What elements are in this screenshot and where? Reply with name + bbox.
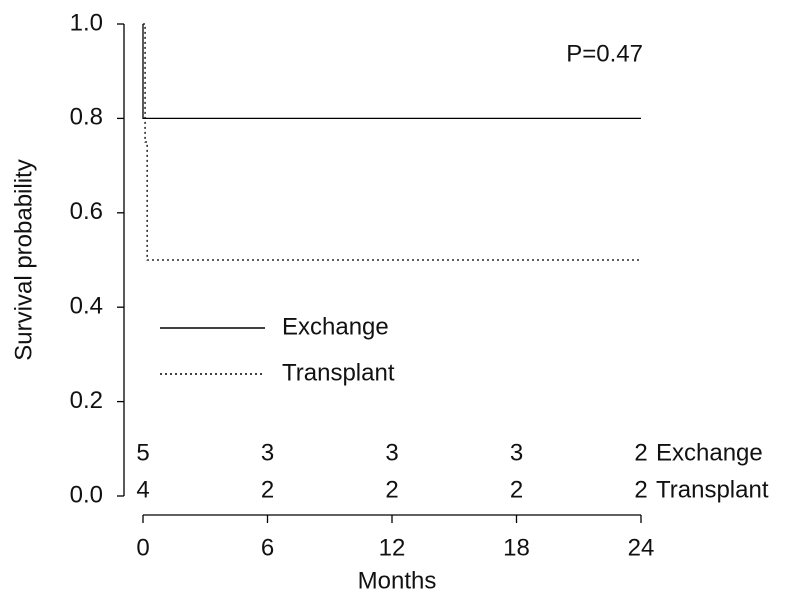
x-axis-title: Months <box>358 567 437 594</box>
x-tick-label: 6 <box>261 534 274 561</box>
y-tick-label: 0.6 <box>70 198 103 225</box>
at-risk-count: 2 <box>510 476 523 503</box>
legend-label: Transplant <box>282 359 395 386</box>
at-risk-count: 2 <box>634 476 647 503</box>
at-risk-label: Transplant <box>656 476 769 503</box>
at-risk-count: 3 <box>510 439 523 466</box>
x-tick-label: 24 <box>628 534 655 561</box>
legend-label: Exchange <box>282 313 389 340</box>
at-risk-count: 4 <box>136 476 149 503</box>
x-tick-label: 12 <box>379 534 406 561</box>
at-risk-label: Exchange <box>656 439 763 466</box>
y-tick-label: 0.2 <box>70 387 103 414</box>
y-axis-title: Survival probability <box>10 159 37 360</box>
y-tick-label: 0.4 <box>70 293 103 320</box>
y-tick-label: 0.0 <box>70 481 103 508</box>
at-risk-count: 2 <box>634 439 647 466</box>
survival-curve <box>143 23 641 261</box>
at-risk-count: 3 <box>261 439 274 466</box>
survival-curve <box>142 24 641 120</box>
at-risk-count: 2 <box>261 476 274 503</box>
x-tick-label: 0 <box>136 534 149 561</box>
x-tick-label: 18 <box>503 534 530 561</box>
y-tick-label: 1.0 <box>70 9 103 36</box>
at-risk-count: 2 <box>385 476 398 503</box>
y-tick-label: 0.8 <box>70 104 103 131</box>
p-value: P=0.47 <box>566 40 643 67</box>
at-risk-count: 3 <box>385 439 398 466</box>
at-risk-count: 5 <box>136 439 149 466</box>
